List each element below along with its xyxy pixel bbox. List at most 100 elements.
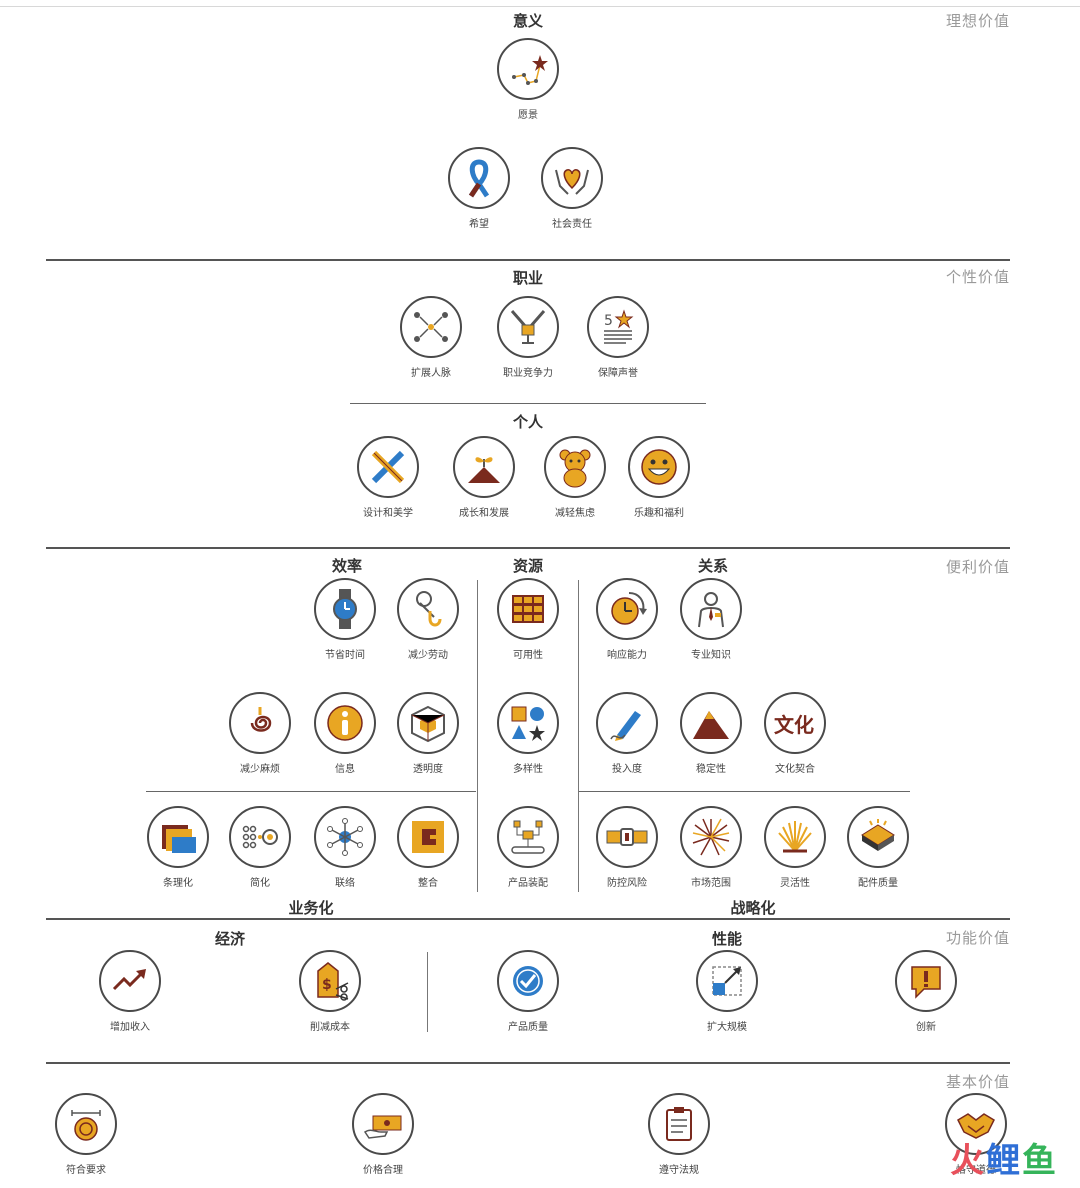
category-career: 职业 [512,269,544,287]
expand-arrow-icon [712,966,742,996]
value-item-hope: 希望 [424,147,534,230]
item-label: 减轻焦虑 [555,508,595,519]
item-label: 可用性 [513,650,543,661]
watermark-logo: 火鲤鱼 [950,1141,1058,1181]
value-item-design-aesthetics: 设计和美学 [333,436,443,519]
value-item-network-expansion: 扩展人脉 [376,296,486,379]
trophy-icon [510,310,546,344]
culture-text-icon: 文化 [774,713,814,737]
shapes-icon [511,706,545,741]
value-item-cultural-fit: 文化 文化契合 [740,692,850,775]
item-label: 联络 [335,878,355,889]
folder-icon [162,825,196,853]
item-label: 专业知识 [691,650,731,661]
shelves-icon [512,595,544,623]
item-label: 产品质量 [508,1022,548,1033]
column-divider [578,580,579,892]
value-item-career-competitiveness: 职业竞争力 [473,296,583,379]
value-item-availability: 可用性 [473,578,583,661]
spiral-icon [250,707,272,732]
item-label: 成长和发展 [459,508,509,519]
seatbelt-icon [606,828,648,846]
item-label: 扩展人脉 [411,368,451,379]
pen-signature-icon [610,711,641,741]
value-item-stability: 稳定性 [656,692,766,775]
svg-text:文化: 文化 [774,713,814,737]
value-item-responsiveness: 响应能力 [572,578,682,661]
trend-up-icon [112,969,146,991]
measure-coin-icon [71,1110,101,1141]
sprout-icon [468,457,500,483]
category-strategic: 战略化 [730,899,776,917]
value-item-innovation: 创新 [871,950,981,1033]
value-item-simplification: 简化 [205,806,315,889]
banknote-hand-icon [363,1115,402,1139]
item-label: 投入度 [612,764,642,775]
value-item-product-quality: 产品质量 [473,950,583,1033]
value-item-connection: 联络 [290,806,400,889]
value-item-component-quality: 配件质量 [823,806,933,889]
clock-arrow-icon [611,592,647,625]
layer-label-personal-value: 个性价值 [945,268,1010,286]
item-label: 遵守法规 [659,1165,699,1176]
item-label: 愿景 [518,110,538,121]
value-item-acceptable-price: 价格合理 [328,1093,438,1176]
value-item-reduce-hassle: 减少麻烦 [205,692,315,775]
svg-text:5: 5 [604,313,613,329]
item-label: 多样性 [513,764,543,775]
item-label: 保障声誉 [598,368,638,379]
exclamation-icon [911,966,941,999]
layer-label-convenience: 便利价值 [945,558,1010,576]
item-label: 简化 [250,878,270,889]
dots-simplify-icon [242,825,278,849]
tier-divider [46,259,1010,261]
price-tag-scissors-icon: $ [317,962,349,1001]
value-item-flexibility: 灵活性 [740,806,850,889]
item-label: 灵活性 [780,878,810,889]
item-label: 透明度 [413,764,443,775]
top-divider [0,6,1080,7]
value-item-reduce-anxiety: 减轻焦虑 [520,436,630,519]
expert-person-icon [698,592,724,628]
section-divider [146,791,476,792]
value-item-regulatory-compliance: 遵守法规 [624,1093,734,1176]
people-network-icon [414,312,448,342]
value-item-cost-reduction: $ 削减成本 [275,950,385,1033]
starburst-icon [692,818,730,856]
smiley-icon [641,449,677,485]
category-performance: 性能 [711,930,743,948]
category-economy: 经济 [214,930,246,948]
value-item-growth-development: 成长和发展 [429,436,539,519]
item-label: 市场范围 [691,878,731,889]
item-label: 条理化 [163,878,193,889]
value-item-reduce-effort: 减少劳动 [373,578,483,661]
item-label: 希望 [469,219,489,230]
puzzle-c-icon [412,821,444,853]
fan-lines-icon [778,821,812,853]
value-item-expertise: 专业知识 [656,578,766,661]
mountain-icon [693,711,729,739]
ribbon-icon [468,159,490,198]
item-label: 防控风险 [607,878,647,889]
layer-label-functional: 功能价值 [945,929,1010,947]
value-item-ethical-standards: 恪守道德 [921,1093,1031,1176]
value-item-transparency: 透明度 [373,692,483,775]
check-badge-icon [513,966,543,996]
item-label: 减少劳动 [408,650,448,661]
hub-icon [327,818,363,856]
value-item-reputation-assurance: 5 保障声誉 [563,296,673,379]
section-divider [578,791,910,792]
item-label: 乐趣和福利 [634,508,684,519]
item-label: 稳定性 [696,764,726,775]
item-label: 价格合理 [363,1165,403,1176]
wristwatch-icon [333,589,357,629]
value-item-vision: 愿景 [473,38,583,121]
item-label: 扩大规模 [707,1022,747,1033]
item-label: 响应能力 [607,650,647,661]
category-relationship: 关系 [697,557,729,575]
item-label: 符合要求 [66,1165,106,1176]
category-meaning: 意义 [512,12,544,30]
assembly-icon [511,820,545,854]
item-label: 恪守道德 [956,1165,996,1176]
item-label: 职业竞争力 [503,368,553,379]
